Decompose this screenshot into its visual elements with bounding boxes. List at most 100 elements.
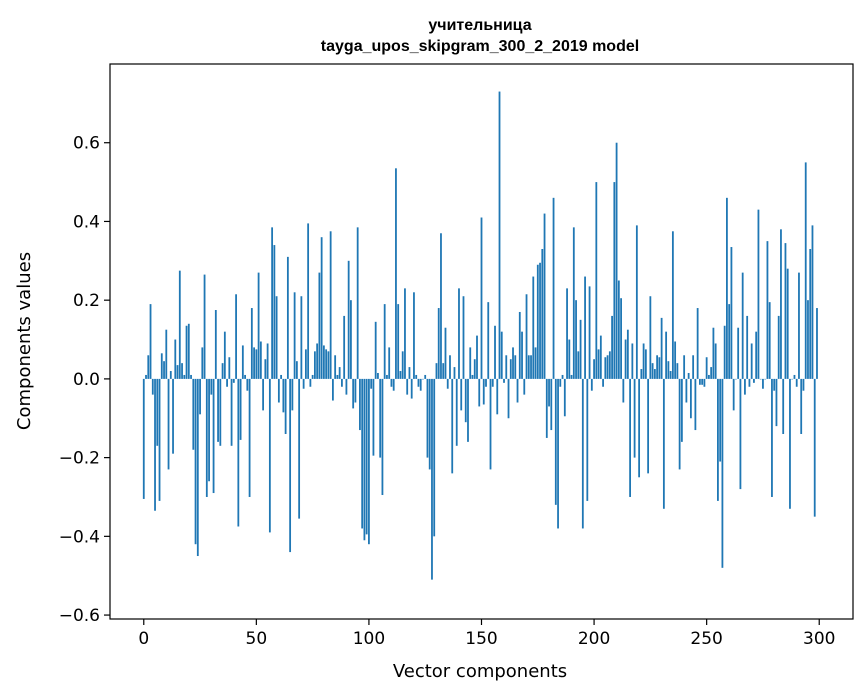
bar-128 (431, 378, 433, 580)
x-tick-label: 300 (803, 629, 835, 649)
bar-235 (671, 231, 674, 379)
bar-246 (696, 308, 699, 379)
bar-10 (165, 329, 168, 379)
bar-260 (728, 304, 731, 379)
bar-89 (343, 315, 346, 379)
bar-80 (322, 345, 325, 379)
bar-167 (518, 311, 521, 379)
bar-94 (354, 378, 357, 403)
bar-279 (771, 378, 773, 497)
bar-25 (199, 378, 201, 415)
bar-170 (525, 294, 528, 379)
bar-290 (795, 378, 798, 387)
bar-104 (377, 372, 379, 379)
bar-35 (221, 363, 224, 379)
bar-213 (622, 378, 625, 403)
y-tick-label: −0.6 (59, 606, 100, 626)
bar-54 (264, 359, 267, 379)
bar-298 (813, 378, 816, 517)
bar-294 (804, 162, 807, 379)
bar-175 (536, 264, 539, 379)
bar-218 (633, 378, 636, 458)
bar-63 (284, 378, 287, 434)
y-tick-label: 0.4 (73, 212, 100, 232)
bar-124 (422, 378, 424, 380)
bar-77 (316, 343, 319, 379)
bar-111 (392, 378, 395, 391)
bar-5 (154, 378, 156, 511)
bar-49 (253, 347, 255, 379)
bar-207 (608, 351, 611, 379)
bar-274 (759, 378, 762, 380)
bar-133 (442, 363, 445, 379)
bar-196 (584, 276, 586, 379)
bar-297 (811, 225, 814, 379)
bar-193 (577, 351, 580, 379)
bar-78 (318, 272, 321, 379)
bar-158 (498, 91, 501, 379)
bar-186 (561, 374, 564, 379)
bar-64 (286, 256, 289, 379)
y-tick-label: 0.2 (73, 291, 100, 311)
bar-23 (194, 378, 197, 545)
bar-174 (534, 347, 537, 379)
bar-79 (320, 237, 323, 379)
bar-265 (739, 378, 742, 490)
bar-4 (151, 378, 154, 395)
bar-255 (717, 378, 719, 501)
bar-211 (617, 280, 620, 379)
bar-39 (230, 378, 233, 446)
bar-178 (543, 213, 546, 379)
bar-67 (293, 292, 296, 379)
bar-48 (250, 308, 253, 379)
bar-212 (620, 298, 622, 379)
bar-210 (615, 142, 618, 379)
bar-130 (435, 363, 438, 379)
bar-159 (500, 331, 503, 379)
bar-105 (379, 378, 382, 458)
bar-156 (494, 325, 496, 379)
bar-240 (683, 355, 686, 379)
bar-117 (406, 378, 409, 395)
bar-292 (800, 378, 803, 434)
bar-243 (689, 378, 692, 419)
bar-24 (196, 378, 199, 557)
bar-163 (509, 359, 512, 379)
bar-173 (532, 276, 535, 379)
y-tick-label: −0.2 (59, 449, 100, 469)
bar-131 (437, 308, 440, 379)
bar-103 (374, 321, 377, 379)
bar-71 (302, 378, 305, 389)
bar-118 (408, 367, 411, 379)
bar-41 (235, 294, 237, 379)
bar-97 (361, 378, 364, 529)
bar-204 (602, 378, 604, 387)
bar-51 (257, 272, 260, 379)
bar-90 (345, 378, 348, 395)
bar-85 (334, 355, 337, 379)
bar-82 (327, 351, 330, 379)
bar-126 (426, 378, 429, 458)
bar-160 (503, 378, 505, 383)
bar-230 (660, 317, 663, 379)
bar-169 (523, 378, 526, 395)
bar-268 (746, 315, 749, 379)
bar-46 (246, 378, 249, 391)
bar-56 (268, 378, 271, 533)
bar-152 (485, 378, 487, 387)
bar-262 (732, 378, 735, 411)
bar-32 (214, 310, 217, 379)
bar-139 (455, 378, 458, 446)
bar-106 (381, 378, 384, 496)
bar-245 (694, 378, 697, 431)
bar-237 (676, 363, 679, 379)
y-tick-label: 0.6 (73, 134, 100, 154)
bar-209 (613, 182, 616, 379)
bar-141 (460, 378, 463, 411)
bar-142 (462, 296, 465, 379)
bar-195 (581, 378, 584, 529)
bar-26 (201, 347, 204, 379)
bar-70 (300, 296, 303, 379)
bar-57 (271, 227, 274, 379)
x-tick-label: 50 (246, 629, 268, 649)
